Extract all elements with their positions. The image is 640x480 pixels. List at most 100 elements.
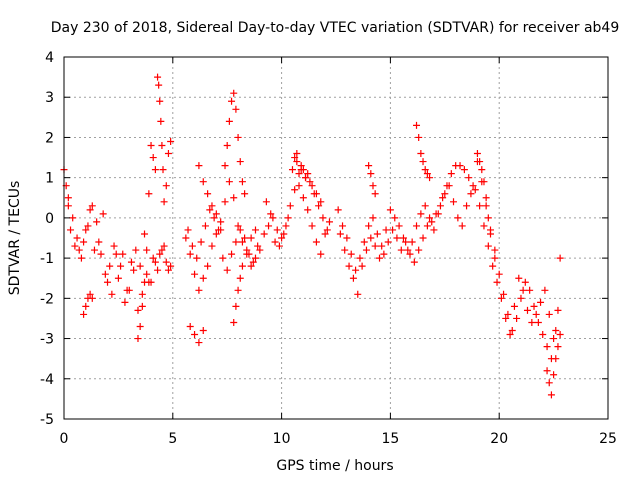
data-point [295, 170, 303, 178]
y-tick-label: 2 [45, 130, 54, 146]
data-point [88, 294, 96, 302]
data-point [127, 258, 135, 266]
data-point [423, 222, 431, 230]
data-point [406, 250, 414, 258]
y-tick-label: 1 [45, 171, 54, 187]
data-point [280, 230, 288, 238]
data-point [415, 133, 423, 141]
data-point [317, 198, 325, 206]
data-point [506, 331, 514, 339]
data-point [117, 262, 125, 270]
data-point [467, 190, 475, 198]
data-point [130, 266, 138, 274]
data-point [134, 306, 142, 314]
data-point [157, 117, 165, 125]
data-point [228, 250, 236, 258]
data-point [360, 238, 368, 246]
data-point [378, 242, 386, 250]
data-point [151, 166, 159, 174]
data-point [186, 322, 194, 330]
data-point [421, 202, 429, 210]
data-point [80, 238, 88, 246]
data-point [426, 214, 434, 222]
data-point [232, 302, 240, 310]
data-point [193, 254, 201, 262]
data-point [291, 154, 299, 162]
data-point [445, 182, 453, 190]
data-point [515, 274, 523, 282]
data-point [138, 290, 146, 298]
data-point [136, 262, 144, 270]
data-point [530, 302, 538, 310]
data-point [554, 343, 562, 351]
data-point [247, 234, 255, 242]
data-point [88, 202, 96, 210]
data-point [138, 302, 146, 310]
data-point [399, 234, 407, 242]
chart-title: Day 230 of 2018, Sidereal Day-to-day VTE… [51, 20, 620, 36]
data-point [312, 190, 320, 198]
data-point [382, 226, 390, 234]
data-point [534, 318, 542, 326]
data-point [234, 286, 242, 294]
data-point [204, 190, 212, 198]
data-point [249, 258, 257, 266]
data-point [195, 339, 203, 347]
data-point [254, 242, 262, 250]
y-tick-label: -5 [40, 412, 54, 428]
data-point [114, 274, 122, 282]
data-point [186, 250, 194, 258]
x-tick-label: 10 [273, 431, 291, 447]
data-point [508, 327, 516, 335]
data-point [482, 202, 490, 210]
data-point [158, 246, 166, 254]
data-point [419, 234, 427, 242]
data-point [71, 242, 79, 250]
data-point [82, 226, 90, 234]
data-point [458, 222, 466, 230]
data-point [293, 150, 301, 158]
data-point [325, 218, 333, 226]
data-point [456, 162, 464, 170]
data-point [147, 141, 155, 149]
data-point [243, 246, 251, 254]
data-point [447, 170, 455, 178]
data-point [238, 262, 246, 270]
data-point [369, 182, 377, 190]
data-point [234, 222, 242, 230]
data-point [480, 178, 488, 186]
data-point [293, 158, 301, 166]
data-point [145, 190, 153, 198]
data-point [432, 210, 440, 218]
data-point [345, 262, 353, 270]
data-point [423, 170, 431, 178]
data-point [143, 270, 151, 278]
data-point [343, 234, 351, 242]
data-point [517, 294, 525, 302]
data-point [554, 306, 562, 314]
data-point [110, 242, 118, 250]
y-tick-label: -4 [40, 372, 54, 388]
data-point [419, 158, 427, 166]
data-point [236, 158, 244, 166]
data-point [539, 331, 547, 339]
x-tick-label: 5 [168, 431, 177, 447]
data-point [393, 234, 401, 242]
data-point [182, 234, 190, 242]
data-point [236, 226, 244, 234]
data-point [476, 202, 484, 210]
data-point [373, 230, 381, 238]
data-point [162, 258, 170, 266]
data-point [413, 121, 421, 129]
x-tick-label: 20 [490, 431, 508, 447]
data-point [159, 166, 167, 174]
data-point [164, 266, 172, 274]
data-point [149, 154, 157, 162]
data-point [191, 331, 199, 339]
data-point [82, 302, 90, 310]
data-point [156, 250, 164, 258]
data-point [273, 226, 281, 234]
data-point [402, 238, 410, 246]
